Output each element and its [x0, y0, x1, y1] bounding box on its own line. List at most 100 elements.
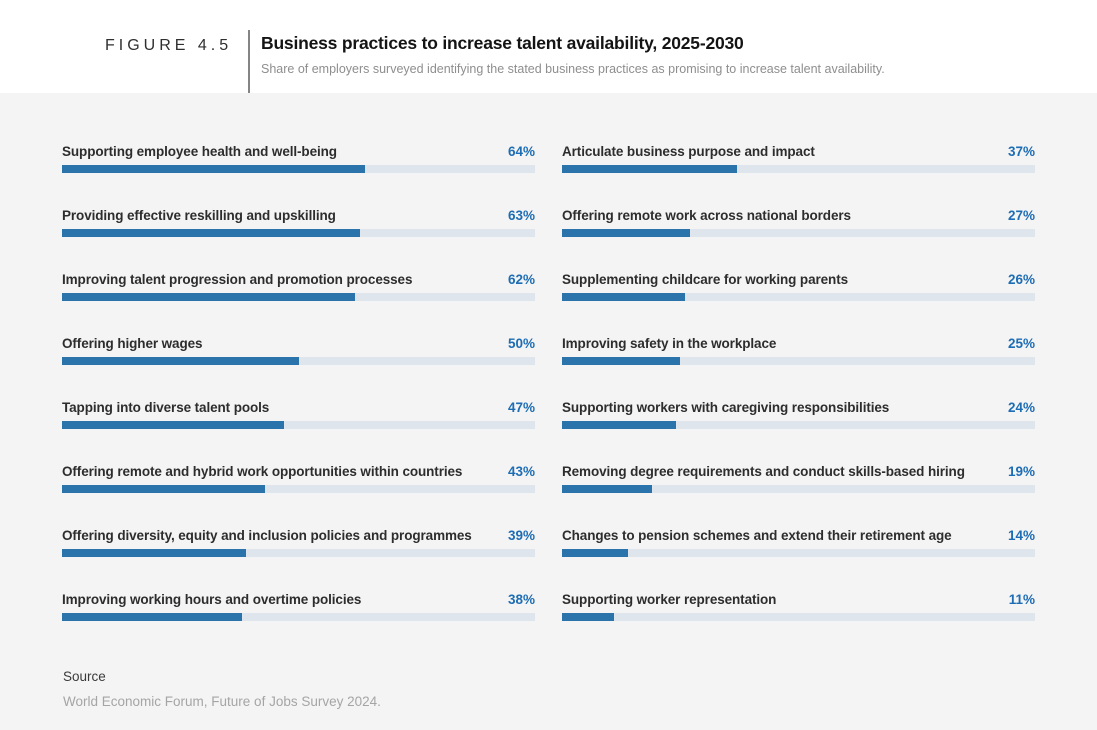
bar-label: Supporting worker representation [562, 592, 777, 607]
bar-value: 47% [507, 400, 535, 415]
bar-track [62, 549, 535, 557]
bar-value: 19% [1007, 464, 1035, 479]
bar-row: Tapping into diverse talent pools 47% [62, 400, 535, 430]
bar-row-head: Improving talent progression and promoti… [62, 272, 535, 288]
bar-row-head: Providing effective reskilling and upski… [62, 208, 535, 224]
bar-fill [62, 485, 266, 493]
header-divider [248, 30, 250, 93]
bar-value: 26% [1007, 272, 1035, 287]
bar-row: Removing degree requirements and conduct… [562, 464, 1035, 494]
bar-row-head: Supporting worker representation 11% [562, 592, 1035, 608]
bar-fill [62, 229, 360, 237]
bar-row: Offering diversity, equity and inclusion… [62, 528, 535, 558]
bar-track [562, 613, 1035, 621]
bar-label: Tapping into diverse talent pools [62, 400, 270, 415]
bar-fill [62, 421, 285, 429]
bar-track [62, 293, 535, 301]
bar-track [62, 165, 535, 173]
header-titles: Business practices to increase talent av… [261, 33, 1041, 76]
bar-track [562, 485, 1035, 493]
bar-row: Articulate business purpose and impact 3… [562, 144, 1035, 174]
bar-fill [562, 357, 681, 365]
bar-fill [562, 613, 615, 621]
bar-track [562, 293, 1035, 301]
bar-value: 39% [507, 528, 535, 543]
bar-row: Supporting employee health and well-bein… [62, 144, 535, 174]
bar-value: 43% [507, 464, 535, 479]
bar-row: Offering higher wages 50% [62, 336, 535, 366]
bar-row: Supporting workers with caregiving respo… [562, 400, 1035, 430]
bar-row-head: Improving working hours and overtime pol… [62, 592, 535, 608]
bar-track [62, 357, 535, 365]
bar-row-head: Offering remote work across national bor… [562, 208, 1035, 224]
bar-row-head: Improving safety in the workplace 25% [562, 336, 1035, 352]
bar-label: Articulate business purpose and impact [562, 144, 815, 159]
bar-label: Offering remote and hybrid work opportun… [62, 464, 463, 479]
bar-value: 38% [507, 592, 535, 607]
bar-row-head: Supporting workers with caregiving respo… [562, 400, 1035, 416]
bar-label: Removing degree requirements and conduct… [562, 464, 965, 479]
bar-row-head: Supporting employee health and well-bein… [62, 144, 535, 160]
bar-label: Improving working hours and overtime pol… [62, 592, 362, 607]
bar-fill [62, 165, 365, 173]
bar-track [562, 549, 1035, 557]
bar-track [62, 613, 535, 621]
bar-fill [562, 293, 685, 301]
bar-track [62, 229, 535, 237]
bar-track [562, 357, 1035, 365]
bar-label: Changes to pension schemes and extend th… [562, 528, 952, 543]
bar-track [562, 165, 1035, 173]
bar-label: Offering higher wages [62, 336, 203, 351]
bar-label: Supplementing childcare for working pare… [562, 272, 848, 287]
bar-label: Supporting employee health and well-bein… [62, 144, 337, 159]
bar-row-head: Changes to pension schemes and extend th… [562, 528, 1035, 544]
bar-value: 62% [507, 272, 535, 287]
bar-track [62, 485, 535, 493]
bar-row-head: Supplementing childcare for working pare… [562, 272, 1035, 288]
bar-value: 27% [1007, 208, 1035, 223]
chart-column-left: Supporting employee health and well-bein… [62, 144, 535, 622]
bar-row: Supplementing childcare for working pare… [562, 272, 1035, 302]
bar-fill [62, 293, 356, 301]
source-text: World Economic Forum, Future of Jobs Sur… [63, 694, 381, 709]
bar-value: 63% [507, 208, 535, 223]
bar-label: Offering diversity, equity and inclusion… [62, 528, 472, 543]
bar-label: Offering remote work across national bor… [562, 208, 851, 223]
bar-value: 25% [1007, 336, 1035, 351]
bar-row: Supporting worker representation 11% [562, 592, 1035, 622]
bar-fill [562, 549, 629, 557]
figure-label: FIGURE 4.5 [105, 37, 233, 54]
bar-value: 50% [507, 336, 535, 351]
bar-row: Improving talent progression and promoti… [62, 272, 535, 302]
bar-value: 11% [1008, 592, 1035, 607]
bar-fill [562, 229, 690, 237]
bar-fill [562, 421, 676, 429]
bar-row-head: Removing degree requirements and conduct… [562, 464, 1035, 480]
bar-track [62, 421, 535, 429]
bar-label: Improving talent progression and promoti… [62, 272, 413, 287]
bar-label: Improving safety in the workplace [562, 336, 777, 351]
figure-title: Business practices to increase talent av… [261, 33, 744, 53]
bar-row: Improving working hours and overtime pol… [62, 592, 535, 622]
bar-columns: Supporting employee health and well-bein… [62, 144, 1035, 622]
bar-row: Offering remote work across national bor… [562, 208, 1035, 238]
bar-value: 64% [507, 144, 535, 159]
source-label: Source [63, 669, 106, 684]
chart-column-right: Articulate business purpose and impact 3… [562, 144, 1035, 622]
bar-fill [62, 357, 299, 365]
bar-value: 37% [1007, 144, 1035, 159]
bar-fill [62, 549, 247, 557]
bar-row-head: Offering remote and hybrid work opportun… [62, 464, 535, 480]
bar-label: Supporting workers with caregiving respo… [562, 400, 890, 415]
bar-fill [562, 485, 652, 493]
bar-row: Providing effective reskilling and upski… [62, 208, 535, 238]
bar-fill [62, 613, 242, 621]
bar-value: 24% [1007, 400, 1035, 415]
bar-row: Improving safety in the workplace 25% [562, 336, 1035, 366]
bar-row-head: Tapping into diverse talent pools 47% [62, 400, 535, 416]
bar-label: Providing effective reskilling and upski… [62, 208, 336, 223]
bar-row: Offering remote and hybrid work opportun… [62, 464, 535, 494]
bar-value: 14% [1007, 528, 1035, 543]
bar-track [562, 421, 1035, 429]
figure-subtitle: Share of employers surveyed identifying … [261, 62, 885, 76]
